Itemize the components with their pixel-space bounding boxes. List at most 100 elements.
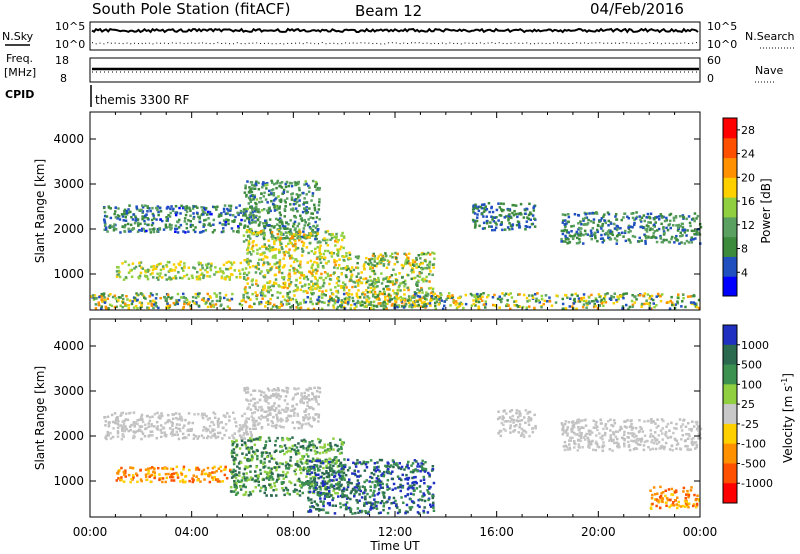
range-cell — [294, 393, 297, 396]
range-cell — [424, 304, 427, 307]
range-cell — [567, 213, 570, 216]
range-cell — [228, 415, 231, 418]
range-cell — [210, 264, 213, 268]
range-cell — [338, 264, 341, 267]
range-cell — [315, 482, 318, 485]
range-cell — [247, 439, 250, 442]
range-cell — [156, 205, 160, 208]
range-cell — [181, 307, 185, 310]
range-cell — [620, 218, 623, 222]
range-cell — [243, 467, 247, 471]
range-cell — [270, 265, 274, 269]
range-cell — [100, 295, 103, 298]
range-cell — [110, 304, 114, 308]
range-cell — [318, 258, 322, 261]
range-cell — [250, 183, 254, 187]
range-cell — [471, 294, 474, 297]
nsky-left-bottom: 10^0 — [55, 38, 85, 51]
range-cell — [371, 280, 375, 283]
range-cell — [490, 215, 493, 218]
range-cell — [182, 306, 185, 309]
range-cell — [649, 295, 652, 298]
range-cell — [185, 436, 188, 439]
range-cell — [305, 475, 308, 478]
range-cell — [177, 437, 181, 441]
range-cell — [124, 425, 127, 428]
range-cell — [323, 301, 326, 304]
range-cell — [171, 434, 174, 437]
range-cell — [190, 429, 193, 432]
range-cell — [181, 478, 185, 482]
range-cell — [317, 413, 321, 416]
range-cell — [185, 222, 188, 226]
range-cell — [196, 206, 199, 209]
range-cell — [270, 405, 274, 408]
range-cell — [670, 235, 674, 239]
range-cell — [343, 297, 347, 301]
range-cell — [211, 476, 214, 479]
range-cell — [306, 404, 309, 407]
range-cell — [136, 230, 140, 233]
range-cell — [317, 476, 320, 480]
range-cell — [305, 460, 308, 464]
range-cell — [117, 299, 120, 302]
range-cell — [314, 395, 318, 398]
range-cell — [108, 303, 112, 307]
range-cell — [265, 222, 268, 225]
range-cell — [216, 435, 220, 439]
range-cell — [247, 406, 250, 409]
range-cell — [103, 210, 107, 214]
range-cell — [104, 436, 107, 439]
range-cell — [159, 268, 163, 272]
range-cell — [401, 276, 404, 279]
range-cell — [367, 300, 371, 304]
range-cell — [233, 432, 236, 435]
range-cell — [314, 413, 317, 416]
range-cell — [242, 431, 246, 435]
range-cell — [396, 260, 399, 264]
range-cell — [266, 397, 269, 401]
range-cell — [364, 261, 367, 264]
range-cell — [323, 257, 326, 261]
range-cell — [181, 432, 185, 436]
range-cell — [146, 210, 149, 213]
range-cell — [268, 478, 271, 481]
range-cell — [676, 296, 680, 299]
range-cell — [263, 255, 267, 258]
range-cell — [318, 469, 321, 472]
range-cell — [116, 431, 120, 435]
range-cell — [158, 473, 161, 476]
range-cell — [293, 387, 296, 390]
range-cell — [254, 452, 257, 456]
range-cell — [457, 296, 460, 300]
range-cell — [266, 269, 269, 272]
range-cell — [107, 206, 111, 209]
range-cell — [229, 207, 232, 210]
range-cell — [208, 424, 212, 428]
range-cell — [391, 488, 394, 491]
range-cell — [300, 254, 304, 257]
range-cell — [317, 437, 320, 441]
range-cell — [253, 443, 257, 447]
range-cell — [256, 252, 259, 255]
range-cell — [590, 234, 594, 238]
range-cell — [310, 266, 313, 270]
range-cell — [269, 228, 272, 232]
range-cell — [518, 305, 521, 308]
range-cell — [564, 237, 568, 241]
range-cell — [268, 452, 271, 455]
range-cell — [233, 219, 236, 222]
range-cell — [422, 511, 426, 514]
range-cell — [505, 304, 508, 308]
range-cell — [324, 231, 328, 234]
range-cell — [275, 413, 278, 417]
range-cell — [332, 252, 336, 255]
range-cell — [527, 294, 531, 297]
range-cell — [294, 239, 297, 243]
range-cell — [178, 427, 182, 431]
range-cell — [116, 423, 120, 426]
range-cell — [287, 242, 290, 246]
range-cell — [275, 266, 278, 269]
range-cell — [533, 306, 536, 310]
range-cell — [104, 305, 107, 309]
